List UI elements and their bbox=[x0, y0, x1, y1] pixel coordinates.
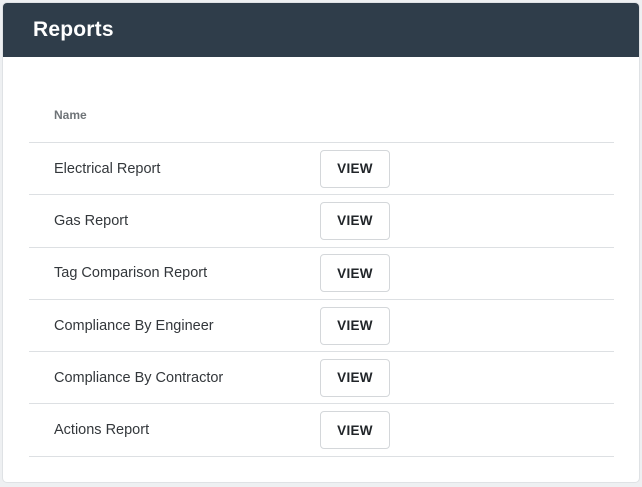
table-row: Gas Report VIEW bbox=[29, 195, 614, 248]
table-header: Name bbox=[29, 87, 614, 143]
column-header-name: Name bbox=[54, 107, 87, 122]
table-row: Compliance By Contractor VIEW bbox=[29, 352, 614, 405]
view-tag-comparison-report-button[interactable]: VIEW bbox=[320, 254, 390, 293]
page-title: Reports bbox=[33, 18, 114, 41]
view-compliance-by-engineer-button[interactable]: VIEW bbox=[320, 306, 390, 345]
table-row: Electrical Report VIEW bbox=[29, 143, 614, 196]
report-name: Gas Report bbox=[54, 212, 129, 229]
table-row: Actions Report VIEW bbox=[29, 404, 614, 457]
view-actions-report-button[interactable]: VIEW bbox=[320, 411, 390, 450]
report-name: Actions Report bbox=[54, 422, 150, 439]
table-row: Compliance By Engineer VIEW bbox=[29, 300, 614, 353]
report-name: Tag Comparison Report bbox=[54, 265, 208, 282]
card-header: Reports bbox=[3, 3, 639, 57]
view-electrical-report-button[interactable]: VIEW bbox=[320, 149, 390, 188]
report-name: Compliance By Engineer bbox=[54, 317, 214, 334]
view-gas-report-button[interactable]: VIEW bbox=[320, 201, 390, 240]
view-compliance-by-contractor-button[interactable]: VIEW bbox=[320, 358, 390, 397]
report-name: Electrical Report bbox=[54, 160, 161, 177]
report-name: Compliance By Contractor bbox=[54, 369, 224, 386]
reports-table: Name Electrical Report VIEW Gas Report V… bbox=[29, 87, 614, 457]
table-row: Tag Comparison Report VIEW bbox=[29, 248, 614, 300]
